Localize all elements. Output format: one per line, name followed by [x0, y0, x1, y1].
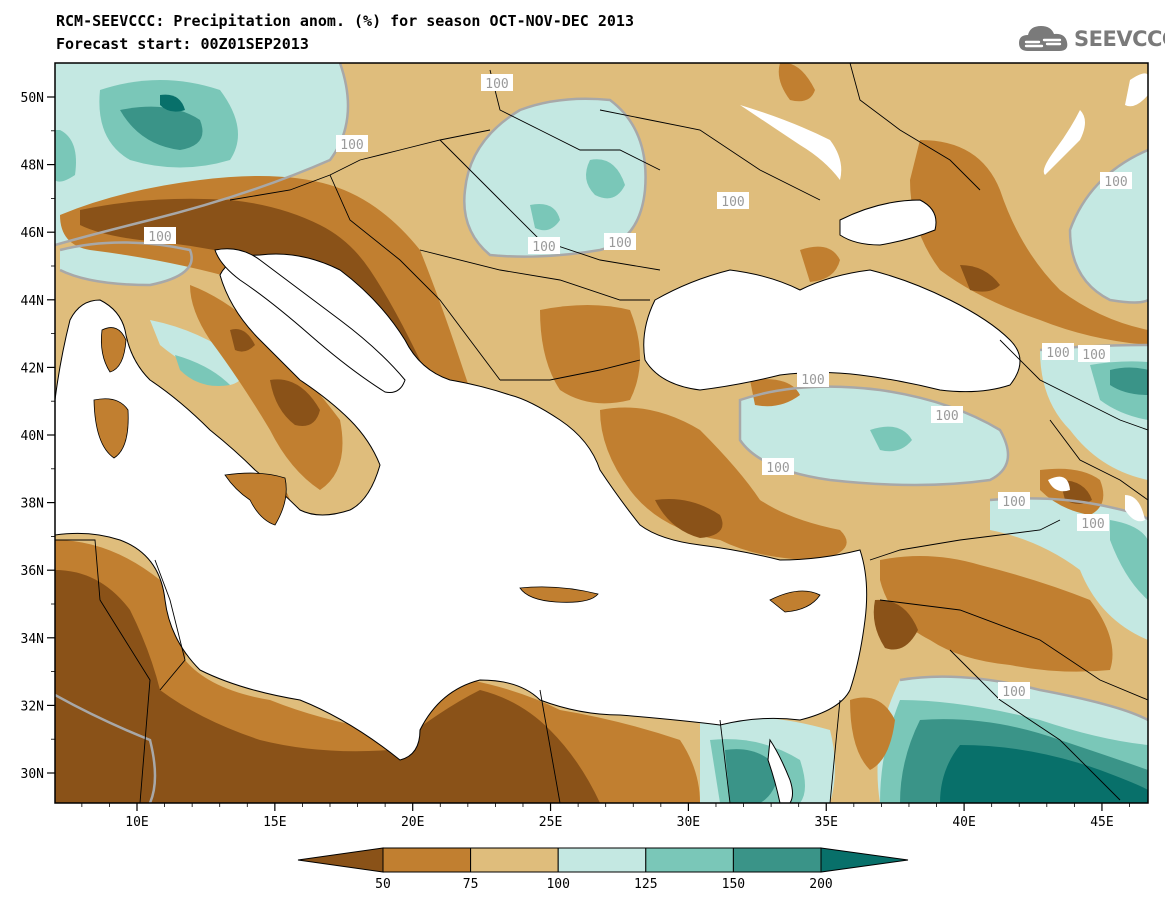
svg-text:100: 100 — [340, 138, 363, 153]
contour-label: 100 — [336, 135, 368, 153]
svg-text:100: 100 — [1046, 346, 1069, 361]
svg-text:100: 100 — [801, 373, 824, 388]
logo-text: SEEVCCC — [1074, 27, 1165, 51]
contour-label: 100 — [528, 237, 560, 255]
lon-tick-label: 20E — [401, 815, 424, 830]
svg-text:100: 100 — [1002, 685, 1025, 700]
colorbar-label: 50 — [375, 877, 391, 892]
colorbar-segment — [557, 847, 647, 873]
colorbar-label: 125 — [634, 877, 657, 892]
svg-text:100: 100 — [1082, 348, 1105, 363]
svg-text:100: 100 — [1104, 175, 1127, 190]
contour-label: 100 — [1042, 343, 1074, 361]
svg-text:100: 100 — [485, 77, 508, 92]
islands — [93, 327, 821, 613]
svg-text:100: 100 — [766, 461, 789, 476]
lon-tick-label: 40E — [952, 815, 975, 830]
contour-label: 100 — [998, 682, 1030, 700]
lat-tick-label: 32N — [21, 699, 44, 714]
lat-tick-label: 38N — [21, 497, 44, 512]
colorbar-label: 100 — [546, 877, 569, 892]
lon-tick-label: 25E — [539, 815, 562, 830]
contour-label: 100 — [717, 192, 749, 210]
svg-text:100: 100 — [532, 240, 555, 255]
lat-tick-label: 40N — [21, 429, 44, 444]
forecast-start-label: Forecast start: 00Z01SEP2013 — [56, 35, 309, 53]
lat-tick-label: 30N — [21, 767, 44, 782]
colorbar-segment — [297, 847, 384, 873]
colorbar-segment — [732, 847, 822, 873]
no-data-patches — [740, 73, 1148, 522]
contour-lines-100 — [55, 63, 1148, 803]
lon-tick-label: 30E — [677, 815, 700, 830]
svg-text:100: 100 — [1002, 495, 1025, 510]
contour-label: 100 — [1078, 345, 1110, 363]
contour-label: 100 — [144, 227, 176, 245]
lon-tick-label: 15E — [263, 815, 286, 830]
svg-text:100: 100 — [608, 236, 631, 251]
contour-label: 100 — [931, 406, 963, 424]
lat-tick-label: 50N — [21, 91, 44, 106]
colorbar-label: 200 — [809, 877, 832, 892]
anomaly-field — [55, 63, 1148, 803]
cloud-icon — [1019, 26, 1068, 51]
lon-tick-label: 45E — [1090, 815, 1113, 830]
contour-label: 100 — [604, 233, 636, 251]
contour-label: 100 — [998, 492, 1030, 510]
lat-tick-label: 48N — [21, 159, 44, 174]
contour-label: 100 — [762, 458, 794, 476]
colorbar: 50 75 100 125 150 200 — [297, 847, 909, 892]
contour-label: 100 — [1077, 514, 1109, 532]
svg-text:100: 100 — [1081, 517, 1104, 532]
colorbar-segment — [470, 847, 559, 873]
contour-labels: 100 100 100 100 100 100 100 100 100 100 100 100 100 1… — [144, 74, 1132, 700]
colorbar-segment — [382, 847, 472, 873]
contour-label: 100 — [1100, 172, 1132, 190]
lat-tick-label: 34N — [21, 632, 44, 647]
lat-tick-label: 36N — [21, 564, 44, 579]
colorbar-label: 150 — [722, 877, 745, 892]
lat-tick-label: 44N — [21, 294, 44, 309]
map-title: RCM-SEEVCCC: Precipitation anom. (%) for… — [56, 12, 634, 30]
lat-tick-label: 46N — [21, 226, 44, 241]
latitude-axis: 50N 48N 46N 44N 42N 40N 38N 36N 34N 32N 30N — [21, 91, 55, 782]
lat-tick-label: 42N — [21, 361, 44, 376]
svg-text:100: 100 — [935, 409, 958, 424]
lon-tick-label: 35E — [815, 815, 838, 830]
country-borders — [55, 63, 1148, 803]
svg-text:100: 100 — [721, 195, 744, 210]
colorbar-segment — [820, 847, 909, 873]
svg-text:100: 100 — [148, 230, 171, 245]
lon-tick-label: 10E — [125, 815, 148, 830]
map-frame — [54, 62, 1149, 804]
seevccc-logo: SEEVCCC — [1018, 24, 1165, 54]
contour-label: 100 — [481, 74, 513, 92]
contour-label: 100 — [797, 370, 829, 388]
longitude-axis: 10E 15E 20E 25E 30E 35E 40E 45E — [81, 803, 1130, 830]
colorbar-segment — [645, 847, 734, 873]
colorbar-label: 75 — [463, 877, 479, 892]
